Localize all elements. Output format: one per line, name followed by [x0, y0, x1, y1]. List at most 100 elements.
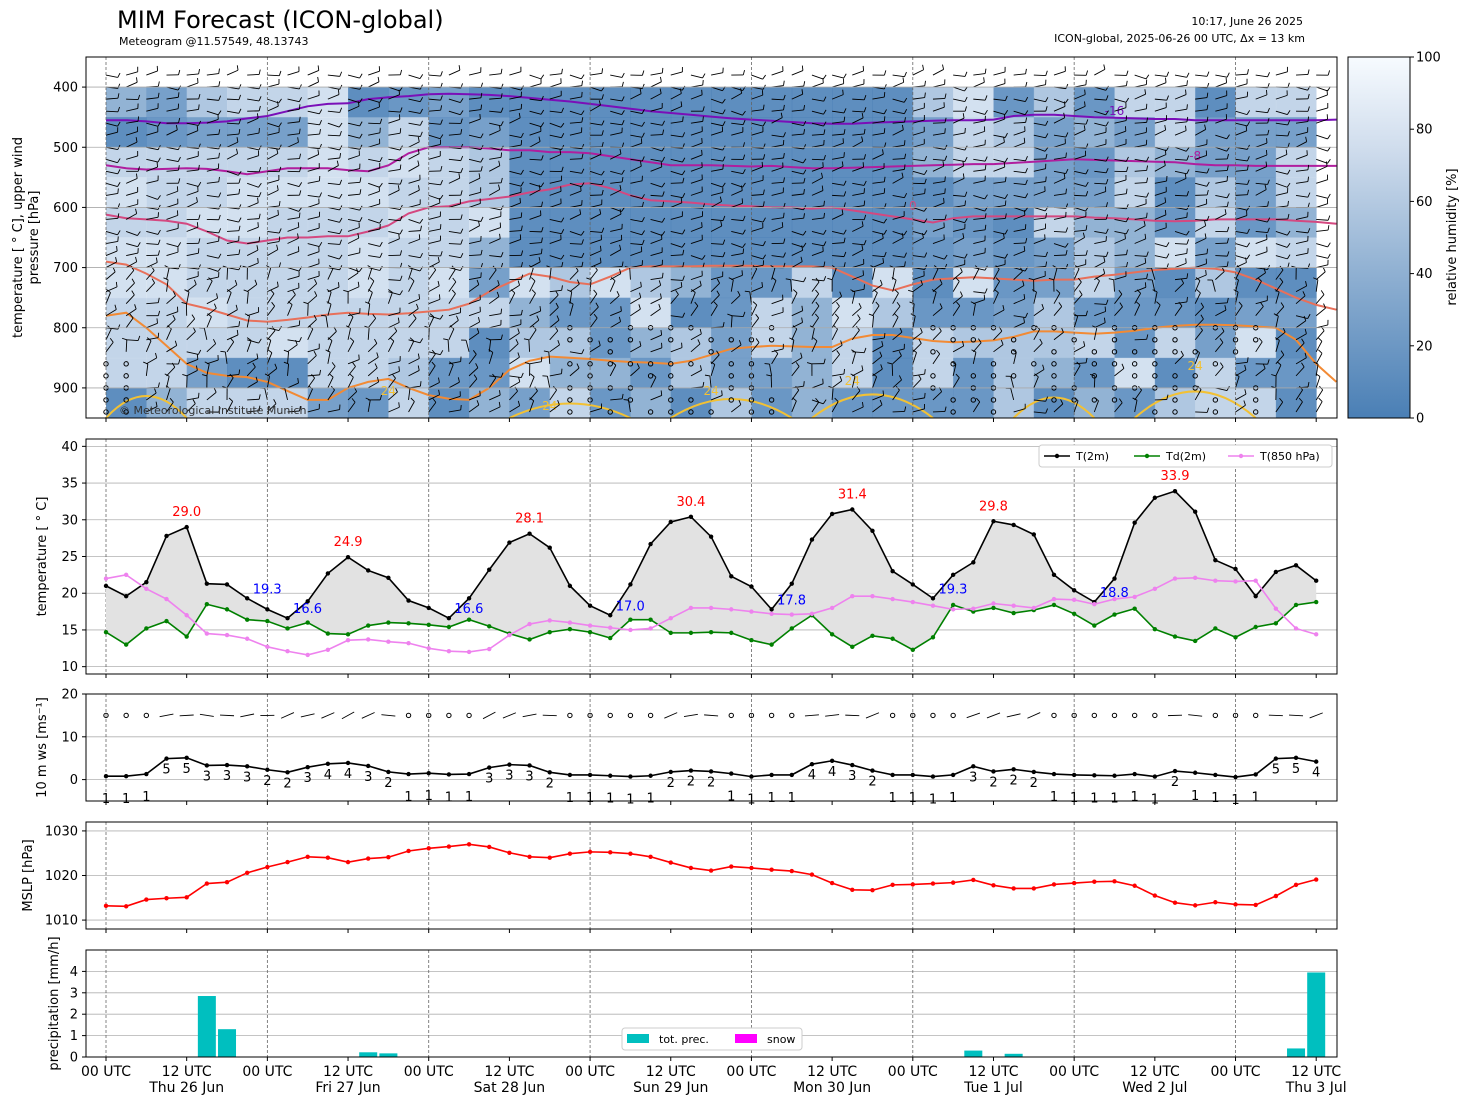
wind-speed-label: 1: [404, 790, 412, 805]
wind-barb: [327, 243, 340, 245]
legend-box: [1038, 444, 1333, 468]
wind-barb-flag: [1267, 118, 1270, 124]
wind-barb: [347, 155, 360, 160]
wind-barb-flag: [399, 164, 402, 170]
wind-barb: [509, 375, 522, 378]
humidity-cell: [590, 87, 631, 118]
wind-barb: [973, 120, 986, 124]
wind-barb: [811, 98, 824, 102]
wind-barb-flag: [1105, 202, 1108, 208]
wind-barb-flag: [1206, 248, 1209, 254]
wind-barb: [247, 241, 260, 244]
legend-label-precip: tot. prec.: [659, 1033, 709, 1046]
wind-barb-flag: [1166, 71, 1170, 77]
wind-barb: [267, 214, 279, 220]
wind-barb: [368, 106, 380, 112]
calm-wind-marker: [728, 337, 734, 343]
wind-barb-flag: [314, 279, 318, 284]
wind-barb: [1275, 218, 1288, 220]
wind-speed-point: [1071, 772, 1077, 778]
wind-barb-flag: [480, 166, 483, 172]
wind-barb-flag: [137, 231, 141, 236]
wind-barb: [1094, 170, 1107, 174]
wind-barb-flag: [1045, 396, 1049, 402]
point-t2m: [305, 599, 310, 604]
wind-barb-flag: [783, 104, 785, 110]
x-day-label: Tue 1 Jul: [963, 1080, 1023, 1096]
wind-barb: [206, 168, 219, 172]
calm-wind-marker: [1252, 397, 1259, 403]
wind-barb-flag: [182, 373, 188, 377]
wind-barb-flag: [1279, 277, 1284, 283]
wind-barb-flag: [515, 339, 519, 344]
wind-barb-flag: [599, 257, 602, 263]
wind-barb-flag: [196, 354, 199, 360]
wind-barb: [509, 117, 521, 124]
wind-speed-point: [164, 756, 169, 761]
wind-barb: [448, 110, 461, 116]
humidity-cell: [106, 117, 147, 148]
point-td2m: [910, 647, 915, 652]
wind-barb: [1053, 70, 1066, 76]
wind-barb: [488, 284, 500, 293]
wind-barb: [549, 389, 557, 401]
wind-barb-flag: [762, 201, 765, 207]
wind-barb: [226, 292, 232, 304]
wind-barb: [125, 282, 135, 292]
wind-barb: [408, 387, 411, 401]
wind-barb: [851, 318, 861, 329]
wind-barb-flag: [1165, 77, 1167, 83]
wind-barb-flag: [485, 337, 491, 341]
wind-barb: [1134, 262, 1146, 268]
wind-barb-flag: [1186, 191, 1189, 197]
wind-barb: [731, 122, 744, 126]
wind-barb-flag: [1065, 168, 1069, 174]
wind-barb: [468, 109, 482, 112]
wind-barb: [347, 193, 361, 196]
wind-barb: [1013, 73, 1026, 76]
humidity-cell: [1074, 207, 1115, 238]
wind-barb: [307, 81, 319, 88]
wind-barb: [731, 253, 744, 256]
humidity-cell: [106, 207, 147, 238]
wind-barb-flag: [308, 385, 313, 390]
wind-barb: [993, 158, 1006, 163]
mslp-point: [870, 888, 875, 893]
wind-barb-flag: [1262, 363, 1266, 369]
wind-barb: [126, 71, 138, 76]
wind-barb-flag: [752, 301, 758, 306]
wind-barb-flag: [944, 128, 946, 134]
point-td2m: [648, 617, 653, 622]
wind-speed-point: [789, 772, 794, 778]
humidity-cell: [348, 117, 389, 148]
wind-barb: [1295, 181, 1308, 184]
wind-barb-flag: [1303, 315, 1307, 321]
wind-speed-label: 5: [1272, 763, 1280, 778]
wind-barb: [1093, 280, 1100, 292]
surface-wind-barb: [966, 712, 981, 719]
wind-barb: [246, 381, 258, 389]
surface-wind-barb: [361, 712, 375, 719]
wind-barb: [1174, 130, 1187, 136]
wind-barb-flag: [964, 96, 968, 102]
surface-wind-barb: [704, 714, 719, 717]
wind-barb: [166, 345, 177, 353]
wind-barb: [650, 182, 663, 188]
point-t850: [971, 606, 976, 611]
wind-barb-flag: [379, 182, 383, 188]
wind-barb-flag: [861, 402, 864, 408]
wind-barb: [206, 110, 219, 116]
wind-barb-flag: [163, 277, 169, 281]
wind-barb: [610, 398, 623, 401]
wind-barb: [1255, 341, 1263, 353]
wind-barb: [973, 98, 986, 101]
wind-barb-flag: [939, 279, 943, 285]
wind-barb: [408, 339, 421, 344]
wind-barb-flag: [359, 73, 363, 79]
wind-barb: [1275, 71, 1288, 76]
wind-barb: [831, 94, 844, 100]
wind-frame: [85, 693, 1338, 802]
wind-barb: [690, 343, 701, 353]
wind-barb: [226, 219, 239, 223]
wind-barb: [549, 294, 559, 304]
